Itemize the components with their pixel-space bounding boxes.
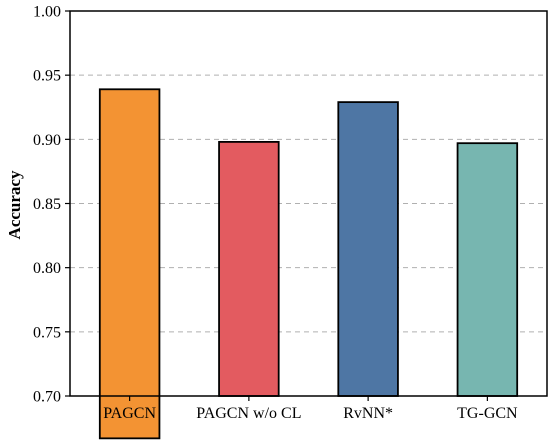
x-tick-label: PAGCN w/o CL [196,405,301,422]
x-tick-label: TG-GCN [457,405,518,422]
y-tick-label: 0.85 [33,196,61,213]
bar-rvnn- [337,101,399,397]
y-tick-label: 0.90 [33,132,61,149]
y-tick-label: 0.75 [33,324,61,341]
x-axis-ticks: PAGCN PAGCN w/o CL RvNN* TG-GCN [103,396,518,422]
y-tick-label: 0.70 [33,389,61,406]
bars [98,88,519,440]
y-tick-label: 0.80 [33,260,61,277]
y-tick-label: 0.95 [33,68,61,85]
x-tick-label: RvNN* [343,405,393,422]
y-axis-label: Accuracy [5,170,24,239]
x-tick-label: PAGCN [103,405,156,422]
bar-pagcn-w-o-cl [218,140,280,397]
y-axis-ticks: 0.70 0.75 0.80 0.85 0.90 0.95 1.00 [33,4,70,406]
bar-pagcn [98,88,161,440]
bar-tg-gcn [456,142,519,397]
y-tick-label: 1.00 [33,4,61,21]
